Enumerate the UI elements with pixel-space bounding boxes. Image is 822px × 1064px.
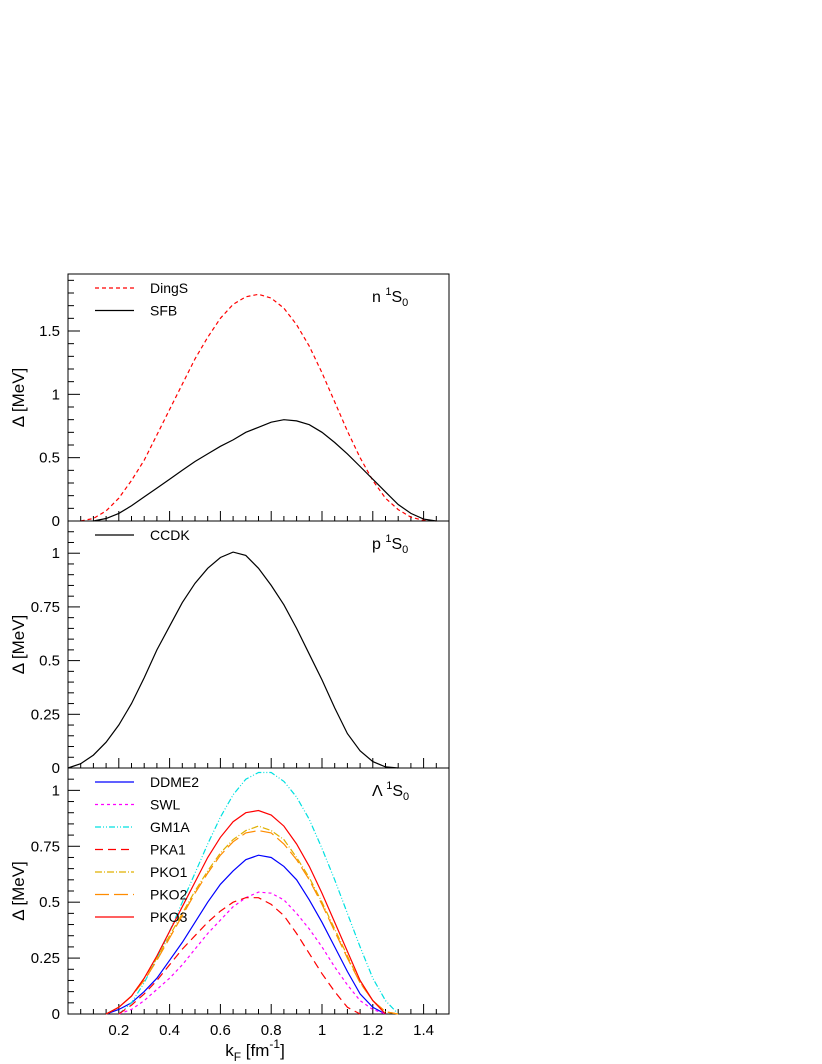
panel-annotation: n 1S0 [372,286,408,309]
annotation-particle: Λ [372,783,386,800]
series-line-pko2 [105,829,399,1015]
y-tick-label: 0.5 [39,450,60,467]
x-tick-label: 1.2 [362,1022,383,1039]
y-tick-label: 0.75 [31,838,60,855]
annotation-state: S [392,783,403,800]
y-tick-label: 1 [52,782,60,799]
plot-frame [67,520,450,769]
x-axis-label: kF [fm-1] [225,1037,285,1064]
annotation-subscript: 0 [403,791,409,803]
series-line-pko1 [105,825,399,1015]
x-label-unit: [fm [241,1041,269,1060]
legend-label: PKO2 [150,887,188,903]
series-line-ddme2 [105,854,386,1015]
y-tick-label: 1.5 [39,323,60,340]
x-label-main: k [225,1041,234,1060]
legend-label: SWL [150,797,181,813]
series-line-pka1 [118,897,361,1015]
annotation-particle: n [372,289,385,306]
legend-label: PKA1 [150,842,186,858]
x-label-close: ] [280,1041,285,1060]
legend-label: PKO3 [150,909,188,925]
series-line-dings [80,293,437,522]
legend-label: PKO1 [150,864,188,880]
y-axis-label: Δ [MeV] [9,861,28,921]
x-label-superscript: -1 [269,1037,280,1051]
annotation-state: S [391,289,402,306]
panel-annotation: Λ 1S0 [372,780,409,803]
series-line-swl [118,891,386,1015]
annotation-state: S [391,536,402,553]
legend-label: DingS [150,280,188,296]
series-line-pko3 [105,809,386,1015]
x-tick-label: 0.6 [210,1022,231,1039]
y-tick-label: 0.5 [39,894,60,911]
x-tick-label: 0.2 [108,1022,129,1039]
annotation-superscript: 1 [385,286,391,298]
x-tick-label: 1.4 [413,1022,434,1039]
x-label-subscript: F [234,1050,241,1064]
panel-annotation: p 1S0 [372,533,408,556]
y-tick-label: 0.75 [31,599,60,616]
y-tick-label: 0 [52,1006,60,1023]
y-tick-label: 1 [52,386,60,403]
annotation-subscript: 0 [402,297,408,309]
y-tick-label: 1 [52,545,60,562]
x-tick-label: 0.8 [261,1022,282,1039]
y-axis-label: Δ [MeV] [9,615,28,675]
y-tick-label: 0 [52,513,60,530]
series-line-ccdk [67,551,399,769]
y-tick-label: 0.25 [31,950,60,967]
series-line-sfb [93,419,437,522]
y-tick-label: 0.5 [39,653,60,670]
y-axis-label: Δ [MeV] [9,368,28,428]
panel-3: 0 0.25 0.5 0.75 1 0.2 0.4 0.6 0.8 1 1.2 1.4 Δ [MeV] D… [9,767,450,1064]
y-tick-label: 0 [52,760,60,777]
annotation-superscript: 1 [386,780,392,792]
x-tick-label: 0.4 [159,1022,180,1039]
annotation-subscript: 0 [402,544,408,556]
annotation-particle: p [372,536,385,553]
x-tick-label: 1 [318,1022,326,1039]
legend-label: GM1A [150,819,190,835]
legend-label: SFB [150,303,177,319]
y-tick-label: 0.25 [31,706,60,723]
legend-label: DDME2 [150,774,199,790]
legend-label: CCDK [150,527,190,543]
annotation-superscript: 1 [385,533,391,545]
